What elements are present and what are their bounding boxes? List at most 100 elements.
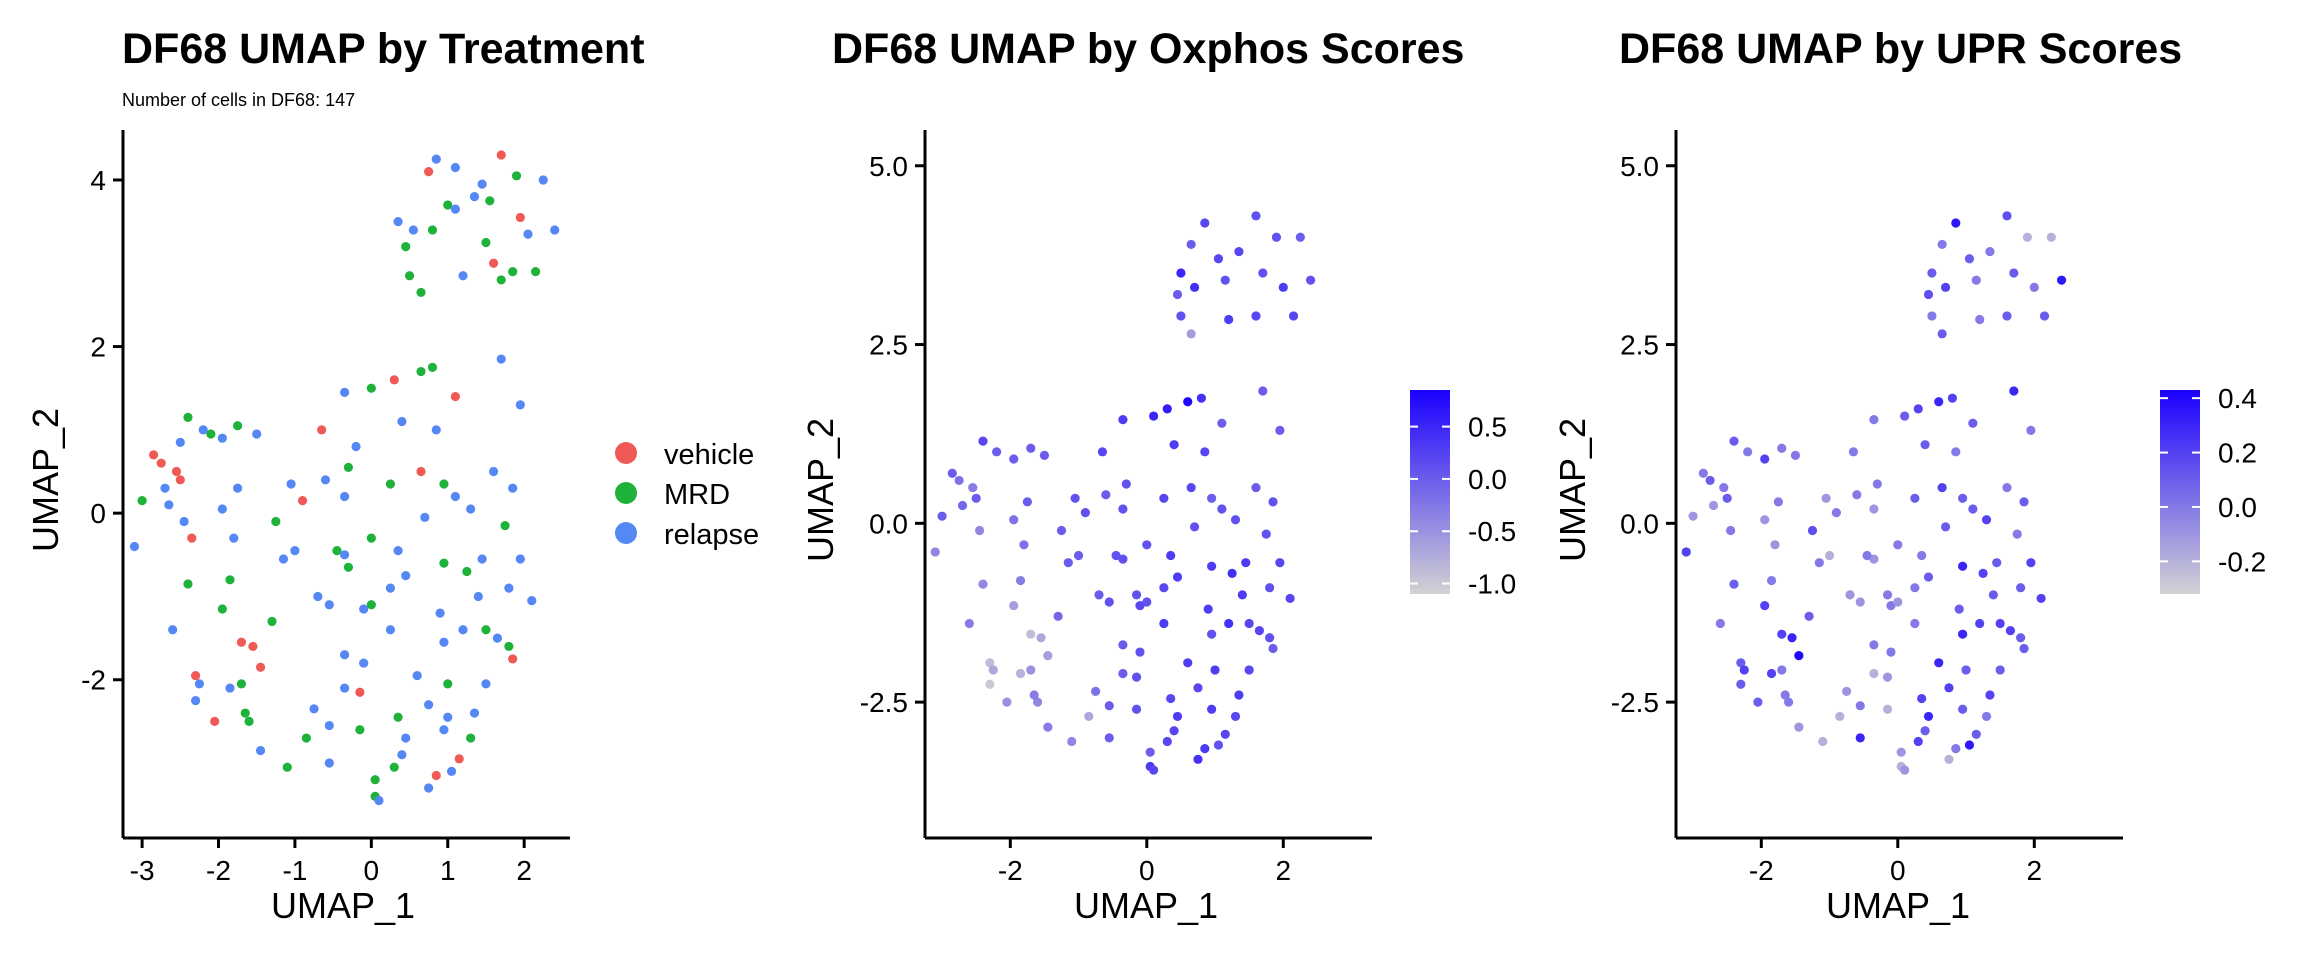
point-vehicle — [190, 670, 201, 681]
point-relapse — [164, 500, 174, 510]
point-mrd — [401, 242, 411, 252]
point — [1207, 561, 1217, 571]
point — [1026, 443, 1036, 453]
point-relapse — [397, 416, 407, 427]
point — [1964, 254, 1975, 264]
point-vehicle — [508, 654, 518, 664]
point — [1063, 558, 1073, 568]
point — [978, 579, 988, 589]
point — [1869, 554, 1879, 564]
point — [1773, 497, 1783, 507]
point — [1237, 590, 1247, 600]
point-relapse — [320, 475, 331, 485]
point — [1794, 651, 1804, 661]
point — [1995, 665, 2005, 675]
point — [1142, 597, 1152, 607]
point — [968, 482, 978, 493]
point-relapse — [466, 504, 476, 514]
legend-swatch-mrd — [615, 482, 637, 504]
point-relapse — [129, 541, 140, 552]
x-tick-label: -2 — [998, 855, 1023, 886]
point — [2012, 529, 2022, 539]
point-mrd — [508, 267, 518, 277]
point-relapse — [324, 758, 334, 768]
point — [1944, 683, 1954, 693]
point — [1118, 640, 1128, 650]
point — [1681, 547, 1691, 557]
point-relapse — [313, 591, 323, 602]
point-relapse — [469, 192, 480, 202]
point — [1978, 568, 1988, 578]
point-vehicle — [187, 533, 197, 543]
point-relapse — [450, 491, 460, 502]
point-mrd — [466, 733, 476, 743]
point-mrd — [267, 616, 277, 627]
point — [2009, 386, 2019, 396]
point — [1101, 490, 1111, 500]
point — [1961, 665, 1971, 675]
y-tick-label: 0.0 — [869, 508, 908, 539]
point-mrd — [393, 712, 403, 722]
point — [1954, 604, 1964, 614]
point — [978, 436, 988, 446]
point — [1831, 508, 1841, 518]
point — [1207, 629, 1217, 639]
axes: -2 0 2 -2.5 0.0 2.5 5.0 — [1611, 130, 2123, 886]
point-relapse — [393, 546, 403, 556]
point — [954, 475, 964, 486]
point — [1220, 275, 1230, 285]
point-relapse — [339, 550, 350, 560]
point-relapse — [401, 571, 411, 581]
colorbar: 0.4 0.2 0.0 -0.2 — [2160, 383, 2266, 594]
colorbar-tick-label: 0.5 — [1468, 412, 1507, 443]
point — [1162, 736, 1172, 747]
point — [1882, 704, 1893, 714]
point — [1869, 504, 1879, 514]
point-mrd — [233, 421, 243, 431]
legend-swatch-vehicle — [615, 442, 637, 464]
point — [1964, 740, 1975, 750]
point-relapse — [286, 479, 296, 489]
point-relapse — [488, 466, 499, 477]
point-vehicle — [148, 450, 159, 460]
point — [1193, 683, 1203, 693]
legend-label-vehicle: vehicle — [664, 439, 754, 471]
point-relapse — [252, 429, 262, 439]
point-relapse — [168, 625, 178, 635]
point-mrd — [427, 362, 438, 372]
point — [1975, 314, 1985, 325]
point — [1869, 415, 1879, 425]
point — [1268, 643, 1278, 654]
point-mrd — [427, 225, 438, 235]
point — [1917, 693, 1927, 704]
point-relapse — [515, 400, 525, 410]
point — [1947, 393, 1957, 403]
x-axis-label: UMAP_1 — [1074, 885, 1218, 926]
point-mrd — [366, 600, 376, 610]
point-mrd — [355, 725, 365, 735]
point — [1186, 239, 1196, 250]
y-tick-label: 5.0 — [1620, 151, 1659, 182]
point — [2056, 275, 2067, 285]
point — [1207, 493, 1217, 503]
point — [1251, 311, 1261, 321]
point — [1920, 726, 1930, 736]
point-mrd — [240, 708, 250, 718]
point — [930, 547, 940, 557]
point-vehicle — [496, 150, 506, 160]
point — [1896, 747, 1906, 757]
point — [1794, 722, 1804, 732]
point — [1166, 550, 1176, 561]
point — [1073, 550, 1084, 561]
y-tick-label: 4 — [90, 165, 106, 196]
point — [1951, 218, 1961, 228]
x-tick-label: 1 — [440, 855, 456, 886]
point — [1118, 554, 1128, 564]
point — [1142, 540, 1152, 550]
point — [1217, 418, 1227, 428]
point — [2016, 633, 2026, 643]
scatter-points — [1681, 211, 2067, 775]
point — [1285, 593, 1295, 604]
point-relapse — [359, 658, 369, 668]
point-relapse — [374, 795, 384, 806]
